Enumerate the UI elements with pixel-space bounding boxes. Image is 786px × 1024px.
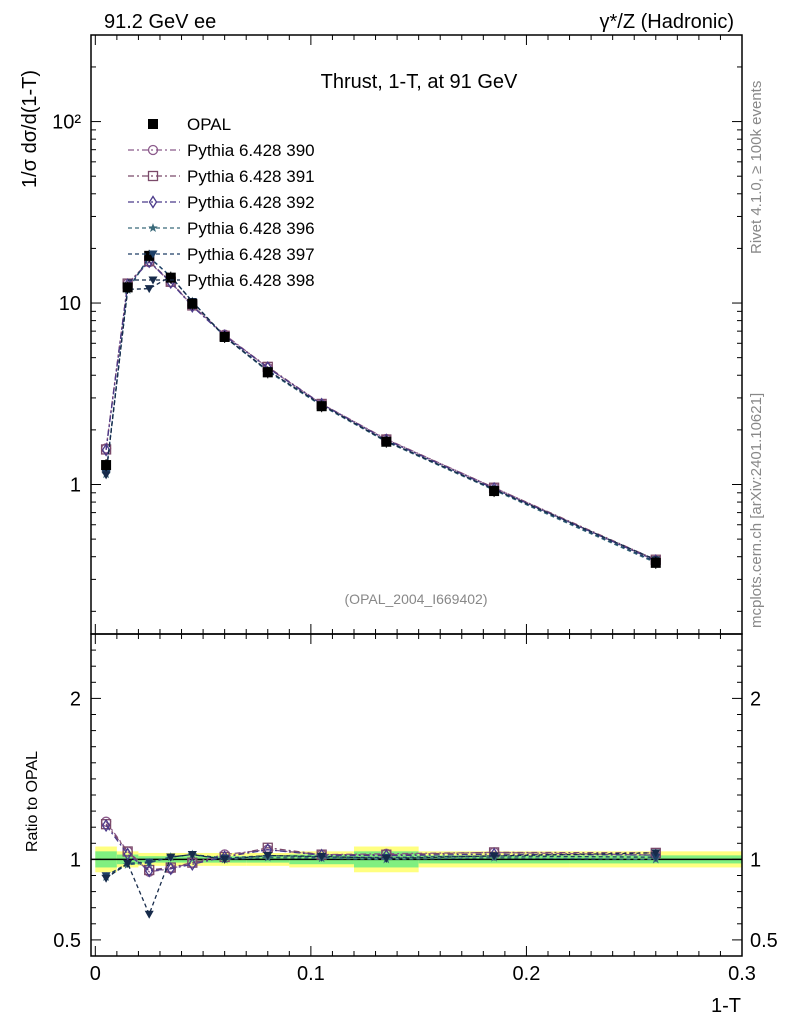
ratio-point-3	[144, 864, 154, 878]
ratio-point-6	[101, 874, 111, 883]
series-line-5	[105, 256, 657, 563]
ratio-point-5	[651, 853, 661, 862]
data-point	[489, 486, 500, 497]
legend-label-2: Pythia 6.428 391	[187, 167, 315, 186]
ratio-tick-label: 1	[70, 849, 81, 871]
data-point	[219, 331, 230, 342]
legend: OPAL Pythia 6.428 390 Pythia 6.428 391 Pyth…	[128, 115, 315, 290]
axis-ticks	[91, 34, 743, 956]
ratio-point-6	[220, 855, 230, 864]
ratio-tick-label: 0.5	[53, 930, 81, 952]
energy-label: 91.2 GeV ee	[104, 11, 216, 33]
ratio-tick-label-right: 2	[750, 688, 761, 710]
ratio-tick-label-right: 1	[750, 849, 761, 871]
series-point-6	[144, 285, 154, 294]
ratio-point-6	[187, 851, 197, 860]
data-point	[144, 250, 155, 261]
main-panel-series	[100, 249, 661, 569]
ratio-point-6	[144, 910, 154, 919]
ratio-point-3	[188, 857, 197, 871]
x-tick-label: 0.3	[728, 963, 756, 985]
legend-marker-3	[148, 195, 158, 209]
x-tick-label: 0.2	[513, 963, 541, 985]
ratio-point-6	[166, 853, 176, 862]
data-point	[165, 272, 176, 283]
x-tick-label: 0	[90, 963, 101, 985]
ratio-axis-title: Ratio to OPAL	[24, 751, 41, 852]
ratio-point-6	[317, 852, 327, 861]
ratio-panel-series	[100, 816, 661, 919]
legend-marker-2	[147, 170, 159, 182]
x-axis-title: 1-T	[711, 995, 741, 1017]
ratio-panel-frame	[90, 633, 743, 957]
legend-label-6: Pythia 6.428 398	[187, 271, 315, 290]
data-point	[122, 282, 133, 293]
x-tick-label: 0.1	[297, 963, 325, 985]
analysis-id-label: (OPAL_2004_I669402)	[345, 591, 488, 607]
legend-marker-4	[148, 223, 158, 233]
ratio-point-3	[101, 818, 111, 833]
legend-label-1: Pythia 6.428 390	[187, 141, 315, 160]
data-point	[187, 298, 198, 309]
series-point-6	[101, 471, 111, 480]
y-axis-title: 1/σ dσ/d(1-T)	[19, 70, 41, 188]
y-tick-label: 1	[70, 474, 81, 496]
legend-label-3: Pythia 6.428 392	[187, 193, 315, 212]
ratio-tick-label: 2	[70, 688, 81, 710]
process-label: γ*/Z (Hadronic)	[600, 11, 734, 33]
tick-labels: 0 0.1 0.2 0.3 1 10 10² 0.5 0.5 1 1 2 2	[52, 112, 778, 985]
y-tick-label: 10	[59, 293, 81, 315]
legend-marker-5	[148, 250, 158, 259]
ratio-point-2	[122, 846, 133, 857]
series-point-3	[101, 443, 111, 457]
ratio-point-6	[381, 854, 391, 863]
ratio-point-3	[123, 847, 132, 861]
ratio-point-6	[263, 852, 273, 861]
ratio-line-2	[105, 823, 656, 871]
legend-marker-1	[147, 144, 159, 156]
data-point	[381, 436, 392, 447]
ratio-point-5	[144, 858, 154, 867]
ratio-point-3	[166, 862, 176, 876]
legend-marker-6	[148, 276, 158, 285]
data-point	[101, 460, 112, 471]
series-line-6	[105, 275, 657, 561]
legend-label-5: Pythia 6.428 397	[187, 245, 315, 264]
data-point	[262, 367, 273, 378]
mcplots-credit-label: mcplots.cern.ch [arXiv:2401.10621]	[748, 393, 765, 628]
y-tick-label: 10²	[52, 112, 81, 134]
legend-label-opal: OPAL	[187, 115, 231, 134]
plot-title: Thrust, 1-T, at 91 GeV	[321, 71, 518, 93]
ratio-point-6	[489, 852, 499, 861]
data-point	[316, 401, 327, 412]
legend-marker-opal	[148, 119, 158, 129]
rivet-version-label: Rivet 4.1.0, ≥ 100k events	[748, 81, 765, 254]
ratio-tick-label-right: 0.5	[750, 930, 778, 952]
data-point	[650, 557, 661, 568]
ratio-point-6	[651, 849, 661, 858]
ratio-point-6	[123, 859, 133, 868]
legend-label-4: Pythia 6.428 396	[187, 219, 315, 238]
